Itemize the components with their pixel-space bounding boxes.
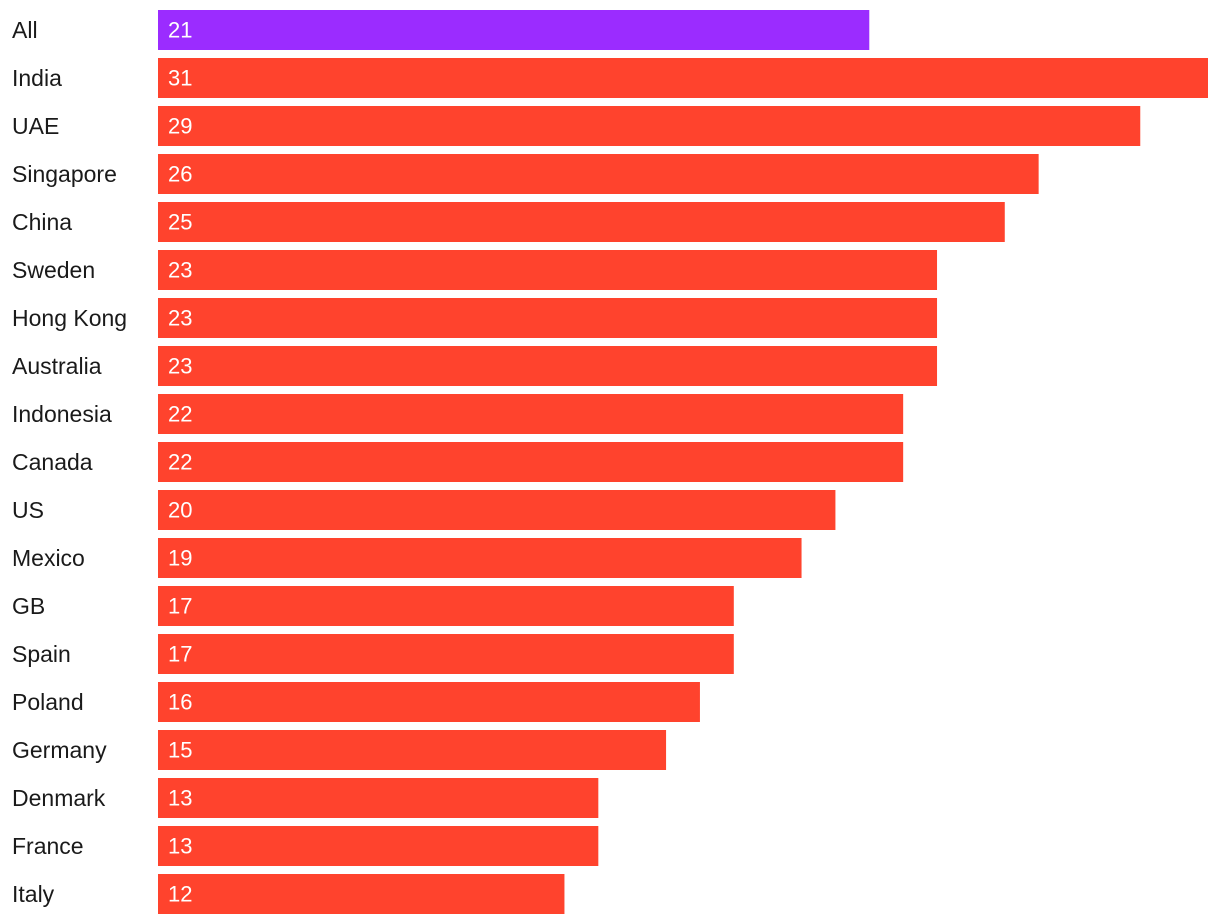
value-label-all: 21 — [168, 18, 192, 43]
value-label-france: 13 — [168, 834, 192, 859]
category-label-sweden: Sweden — [12, 257, 95, 283]
value-label-poland: 16 — [168, 690, 192, 715]
value-label-canada: 22 — [168, 450, 192, 475]
category-label-singapore: Singapore — [12, 161, 117, 187]
category-label-australia: Australia — [12, 353, 102, 379]
bar-germany — [158, 730, 667, 770]
bar-canada — [158, 442, 904, 482]
bar-gb — [158, 586, 734, 626]
category-label-mexico: Mexico — [12, 545, 85, 571]
bar-singapore — [158, 154, 1039, 194]
category-label-france: France — [12, 833, 84, 859]
category-label-canada: Canada — [12, 449, 93, 475]
value-label-australia: 23 — [168, 354, 192, 379]
value-label-denmark: 13 — [168, 786, 192, 811]
bar-spain — [158, 634, 734, 674]
bar-hong-kong — [158, 298, 938, 338]
value-label-gb: 17 — [168, 594, 192, 619]
value-label-sweden: 23 — [168, 258, 192, 283]
value-label-spain: 17 — [168, 642, 192, 667]
bar-india — [158, 58, 1208, 98]
bars-group — [158, 10, 1208, 914]
category-label-china: China — [12, 209, 72, 235]
value-label-hong-kong: 23 — [168, 306, 192, 331]
value-label-india: 31 — [168, 66, 192, 91]
value-label-singapore: 26 — [168, 162, 192, 187]
value-label-germany: 15 — [168, 738, 192, 763]
category-label-india: India — [12, 65, 62, 91]
category-label-poland: Poland — [12, 689, 84, 715]
category-label-gb: GB — [12, 593, 45, 619]
category-label-hong-kong: Hong Kong — [12, 305, 127, 331]
category-label-uae: UAE — [12, 113, 59, 139]
bar-all — [158, 10, 870, 50]
category-labels-group: All India UAE Singapore China Sweden Hong Kong… — [12, 17, 127, 907]
bar-uae — [158, 106, 1141, 146]
bar-france — [158, 826, 599, 866]
bar-italy — [158, 874, 565, 914]
bar-sweden — [158, 250, 938, 290]
category-label-us: US — [12, 497, 44, 523]
value-label-china: 25 — [168, 210, 192, 235]
value-label-uae: 29 — [168, 114, 192, 139]
bar-china — [158, 202, 1005, 242]
bar-us — [158, 490, 836, 530]
value-label-mexico: 19 — [168, 546, 192, 571]
category-label-denmark: Denmark — [12, 785, 106, 811]
category-label-indonesia: Indonesia — [12, 401, 112, 427]
category-label-all: All — [12, 17, 38, 43]
bar-poland — [158, 682, 700, 722]
value-labels-group: 21 31 29 26 25 23 23 23 22 22 20 19 17 17 16 15 13 13 12 — [168, 18, 192, 907]
bar-indonesia — [158, 394, 904, 434]
category-label-italy: Italy — [12, 881, 55, 907]
value-label-indonesia: 22 — [168, 402, 192, 427]
bar-australia — [158, 346, 938, 386]
bar-denmark — [158, 778, 599, 818]
value-label-italy: 12 — [168, 882, 192, 907]
category-label-germany: Germany — [12, 737, 107, 763]
value-label-us: 20 — [168, 498, 192, 523]
bar-mexico — [158, 538, 802, 578]
category-label-spain: Spain — [12, 641, 71, 667]
